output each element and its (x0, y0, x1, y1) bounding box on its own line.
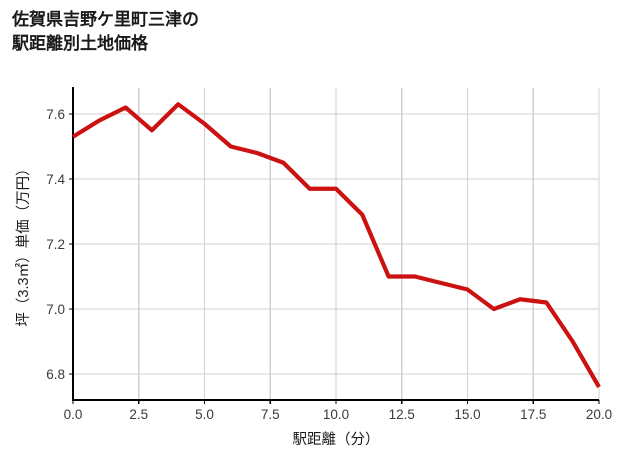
x-tick-label: 17.5 (520, 407, 546, 422)
x-tick-label: 10.0 (323, 407, 349, 422)
y-tick-labels-group: 6.8 7.0 7.2 7.4 7.6 (46, 107, 65, 382)
gridlines-group (72, 88, 600, 400)
x-tick-label: 20.0 (586, 407, 612, 422)
data-line-series (71, 102, 601, 389)
x-tick-label: 15.0 (454, 407, 480, 422)
x-tick-label: 7.5 (261, 407, 280, 422)
x-tick-label: 0.0 (64, 407, 83, 422)
x-axis-title: 駅距離（分） (293, 430, 380, 448)
y-tick-label: 7.0 (46, 302, 65, 317)
y-tick-label: 7.4 (46, 172, 65, 187)
tickmarks-group (69, 113, 600, 404)
data-series-group (71, 102, 601, 389)
x-tick-labels-group: 0.0 2.5 5.0 7.5 10.0 12.5 15.0 17.5 20.0 (64, 407, 613, 422)
y-tick-label: 7.2 (46, 237, 65, 252)
x-tick-label: 5.0 (195, 407, 214, 422)
y-axis-title: 坪（3.3㎡）単価（万円） (15, 161, 32, 326)
x-tick-label: 12.5 (389, 407, 415, 422)
chart-title: 佐賀県吉野ケ里町三津の 駅距離別土地価格 (12, 10, 199, 54)
y-tick-label: 6.8 (46, 367, 65, 382)
y-tick-label: 7.6 (46, 107, 65, 122)
x-tick-label: 2.5 (129, 407, 148, 422)
